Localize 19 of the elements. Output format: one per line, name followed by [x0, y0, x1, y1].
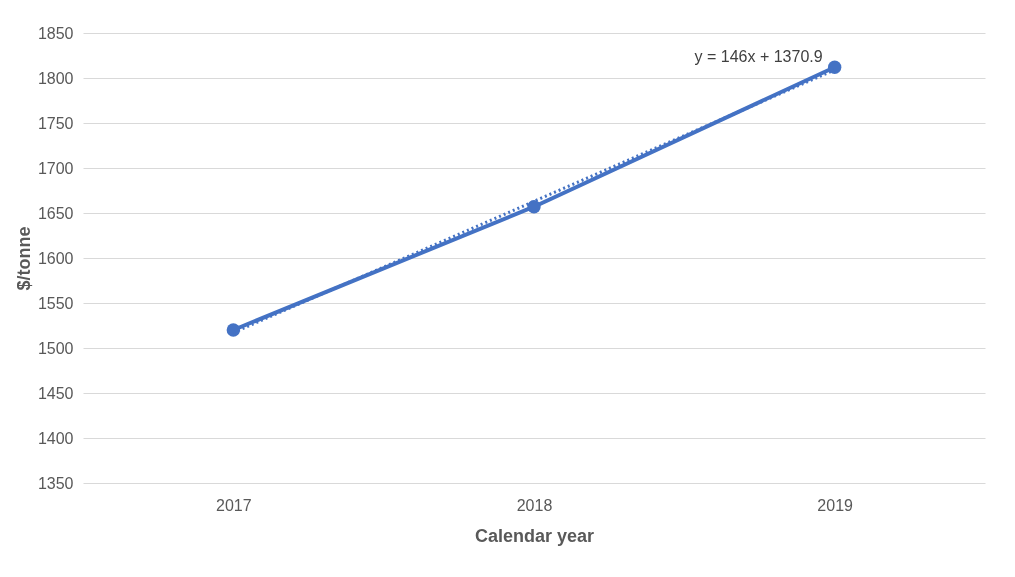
- y-tick-label: 1550: [37, 294, 74, 312]
- y-tick-label: 1500: [37, 339, 74, 357]
- point: [827, 60, 842, 74]
- y-tick-label: 1350: [37, 474, 74, 492]
- annotation: y = 146x + 1370.9: [694, 48, 823, 66]
- y-tick-label: 1750: [37, 114, 74, 132]
- y-tick-label: 1650: [37, 204, 74, 222]
- x-tick-label: 2017: [216, 496, 252, 514]
- x-axis-title: Calendar year: [474, 525, 595, 546]
- y-tick-label: 1600: [37, 249, 74, 267]
- y-tick-label: 1800: [37, 69, 74, 87]
- y-tick-label: 1400: [37, 429, 74, 447]
- y-tick-label: 1450: [37, 384, 74, 402]
- x-tick-label: 2019: [817, 496, 854, 514]
- y-tick-label: 1700: [37, 159, 74, 177]
- y-axis-title: $/tonne: [13, 226, 34, 291]
- point: [527, 200, 541, 214]
- y-tick-label: 1850: [37, 24, 74, 42]
- x-tick-label: 2018: [516, 496, 553, 514]
